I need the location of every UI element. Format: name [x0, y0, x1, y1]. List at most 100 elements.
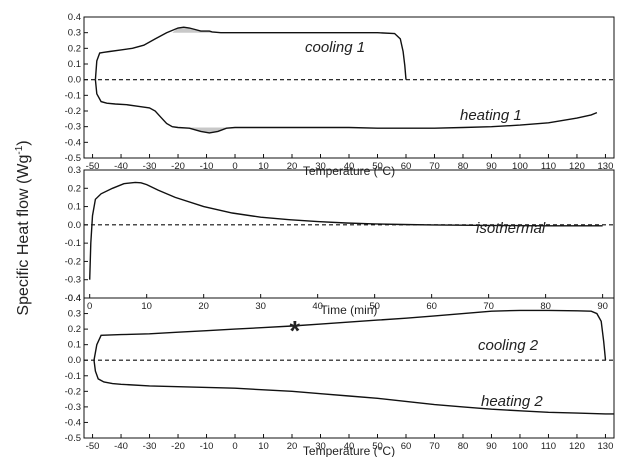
panel-isothermal: -0.4 -0.3 -0.2 -0.1 0.0 0.1 0.2 0.3 0 10 20 30 40 50… [65, 165, 615, 317]
series-isothermal [89, 181, 603, 280]
y-tick-label: 0.2 [68, 43, 81, 54]
x-tick-label: -20 [171, 161, 185, 172]
x-tick-label: 90 [486, 441, 497, 452]
y-tick-label: 0.2 [68, 183, 81, 194]
x-tick-label: 20 [198, 301, 209, 312]
y-tick-label: -0.3 [65, 122, 81, 133]
y-tick-label: 0.0 [68, 220, 81, 231]
panel-cooling2-heating2: -0.5 -0.4 -0.3 -0.2 -0.1 0.0 0.1 0.2 0.3 0.4 -50 -… [65, 293, 615, 457]
x-tick-label: 100 [512, 161, 528, 172]
x-tick-label: 130 [598, 161, 614, 172]
x-tick-label: 50 [369, 301, 380, 312]
series-cooling-1 [94, 26, 407, 80]
y-tick-label: -0.4 [65, 293, 81, 304]
x-tick-label: 50 [372, 161, 383, 172]
x-tick-label: 10 [141, 301, 152, 312]
x-tick-label: 60 [401, 161, 412, 172]
x-tick-label: -10 [200, 161, 214, 172]
x-tick-label: 70 [429, 161, 440, 172]
x-tick-label: 30 [315, 161, 326, 172]
y-tick-label: -0.1 [65, 371, 81, 382]
melting-area [189, 127, 227, 133]
x-tick-label: 110 [541, 161, 556, 172]
y-tick-label: -0.2 [65, 256, 81, 267]
x-tick-label: 90 [597, 301, 608, 312]
x-tick-label: 40 [344, 161, 355, 172]
y-tick-label: -0.4 [65, 417, 81, 428]
x-axis-label: Temperature (°C) [303, 164, 395, 178]
annotation-cooling-2: cooling 2 [478, 337, 539, 354]
x-tick-label: 20 [287, 441, 298, 452]
y-axis-label-main: Specific Heat flow [15, 188, 32, 316]
x-tick-label: 60 [401, 441, 412, 452]
y-tick-label: 0.1 [68, 202, 81, 213]
marker-asterisk: * [289, 315, 300, 346]
x-tick-label: 100 [512, 441, 528, 452]
x-tick-label: 90 [486, 161, 497, 172]
x-tick-label: 60 [426, 301, 437, 312]
x-tick-label: 70 [429, 441, 440, 452]
x-tick-label: 0 [232, 441, 237, 452]
x-tick-label: 70 [483, 301, 494, 312]
x-tick-label: -50 [86, 161, 100, 172]
y-tick-label: -0.5 [65, 433, 81, 444]
x-tick-label: -30 [143, 441, 157, 452]
y-tick-label: -0.2 [65, 106, 81, 117]
y-tick-label: -0.4 [65, 137, 81, 148]
y-tick-label: 0.0 [68, 75, 81, 86]
y-axis-label-exp: -1 [14, 145, 25, 154]
x-tick-label: 30 [255, 301, 266, 312]
annotation-isothermal: isothermal [476, 220, 546, 237]
x-tick-label: -30 [143, 161, 157, 172]
y-tick-label: -0.3 [65, 402, 81, 413]
x-tick-label: 0 [87, 301, 92, 312]
x-tick-label: 120 [569, 161, 585, 172]
annotation-cooling-1: cooling 1 [305, 39, 365, 56]
panel-cooling1-heating1: -0.5 -0.4 -0.3 -0.2 -0.1 0.0 0.1 0.2 0.3 0.4 -50 -… [65, 12, 615, 178]
x-tick-label: -50 [86, 441, 100, 452]
x-tick-label: 10 [258, 441, 269, 452]
y-tick-label: 0.0 [68, 355, 81, 366]
y-tick-label: 0.4 [68, 293, 81, 304]
x-tick-label: 0 [232, 161, 237, 172]
x-tick-label: -10 [200, 441, 214, 452]
annotation-heating-2: heating 2 [481, 393, 543, 410]
y-tick-label: 0.3 [68, 165, 81, 176]
x-tick-label: 10 [258, 161, 269, 172]
y-tick-label: -0.1 [65, 90, 81, 101]
y-tick-label: 0.2 [68, 324, 81, 335]
x-tick-label: 40 [344, 441, 355, 452]
x-axis-label: Temperature (°C) [303, 444, 395, 457]
x-tick-label: 130 [598, 441, 614, 452]
x-tick-label: 80 [458, 161, 469, 172]
x-tick-label: -40 [114, 441, 128, 452]
x-tick-label: -40 [114, 161, 128, 172]
x-tick-label: 30 [315, 441, 326, 452]
annotation-heating-1: heating 1 [460, 107, 522, 124]
y-axis-label-unit: (Wg [15, 155, 32, 184]
x-tick-label: 80 [458, 441, 469, 452]
y-tick-label: 0.3 [68, 309, 81, 320]
y-tick-label: 0.4 [68, 12, 81, 23]
x-tick-label: 120 [569, 441, 585, 452]
series-cooling-2 [93, 309, 607, 361]
y-axis-label: Specific Heat flow (Wg-1) [14, 140, 32, 315]
panel-frame [83, 297, 615, 439]
x-tick-label: 50 [372, 441, 383, 452]
series-heating-2 [93, 360, 614, 415]
y-tick-label: 0.3 [68, 28, 81, 39]
y-tick-label: -0.3 [65, 275, 81, 286]
y-tick-label: 0.1 [68, 340, 81, 351]
x-tick-label: 110 [541, 441, 556, 452]
x-axis-label: Time (min) [321, 303, 378, 317]
y-tick-label: -0.2 [65, 386, 81, 397]
y-tick-label: 0.1 [68, 59, 81, 70]
y-tick-label: -0.5 [65, 153, 81, 164]
x-tick-label: 80 [540, 301, 551, 312]
y-tick-label: -0.1 [65, 238, 81, 249]
x-tick-label: 40 [312, 301, 323, 312]
y-axis-label-close: ) [15, 140, 32, 145]
series-heating-1 [94, 79, 598, 134]
x-tick-label: -20 [171, 441, 185, 452]
